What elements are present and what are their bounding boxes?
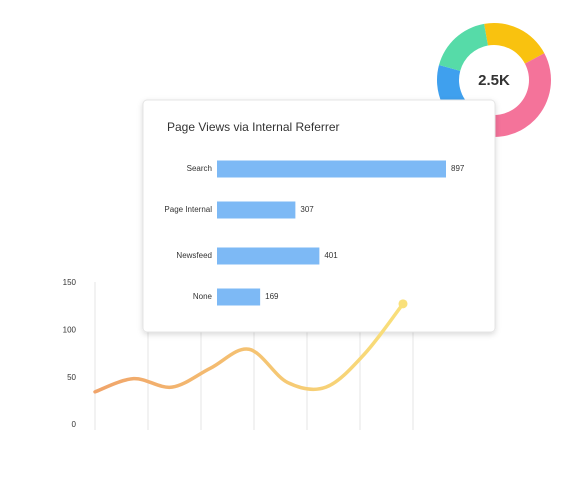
donut-segment — [484, 22, 545, 64]
bar — [217, 288, 261, 306]
bar-label: Page Internal — [164, 205, 212, 214]
donut-center-label: 2.5K — [478, 72, 510, 89]
y-tick-label: 100 — [63, 325, 77, 334]
y-tick-label: 0 — [72, 420, 77, 429]
donut-segment — [438, 23, 488, 71]
bar-value: 401 — [324, 251, 338, 260]
bar — [217, 201, 296, 219]
bar — [217, 160, 446, 178]
bar-label: Newsfeed — [176, 251, 212, 260]
bar-value: 307 — [300, 205, 314, 214]
y-tick-label: 50 — [67, 373, 76, 382]
bar-label: Search — [187, 164, 212, 173]
line-end-point — [398, 299, 408, 309]
bar-label: None — [193, 292, 213, 301]
bar — [217, 247, 320, 265]
card — [142, 99, 496, 333]
bar-value: 897 — [451, 164, 465, 173]
bar-value: 169 — [265, 292, 279, 301]
card-title: Page Views via Internal Referrer — [167, 120, 340, 134]
y-tick-label: 150 — [63, 278, 77, 287]
line — [93, 302, 405, 394]
